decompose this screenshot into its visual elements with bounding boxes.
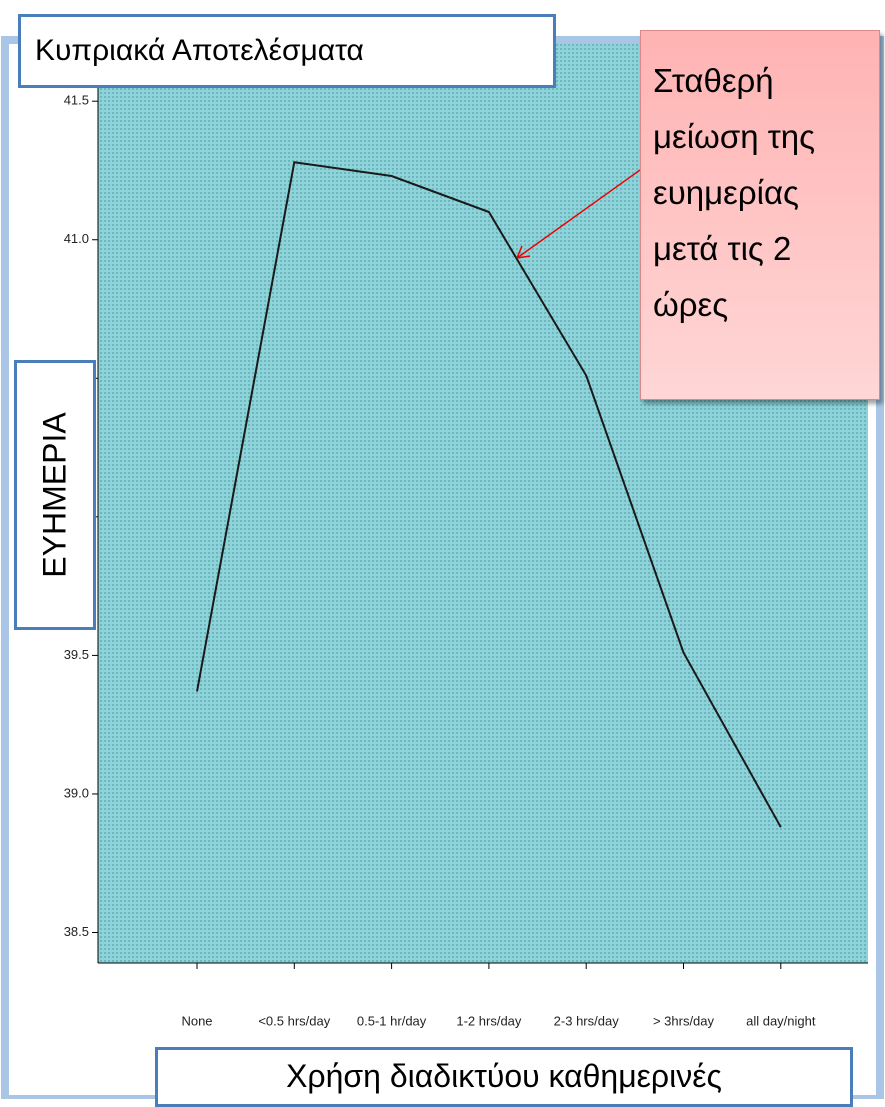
y-tick-label: 41.5 [64,93,89,108]
x-tick-label: > 3hrs/day [653,1013,715,1028]
annotation: Σταθερή μείωση της ευημερίας μετά τις 2 … [640,30,880,400]
y-label: ΕΥΗΜΕΡΙΑ [37,412,74,577]
y-tick-label: 39.0 [64,785,89,800]
x-tick-label: 1-2 hrs/day [456,1013,522,1028]
x-tick-label: 2-3 hrs/day [554,1013,620,1028]
x-label: Χρήση διαδικτύου καθημερινές [155,1047,853,1107]
x-tick-label: None [181,1013,212,1028]
y-tick-label: 39.5 [64,647,89,662]
y-label-box: ΕΥΗΜΕΡΙΑ [14,360,96,630]
page: 38.539.039.540.040.541.041.5None<0.5 hrs… [0,0,885,1099]
title: Κυπριακά Αποτελέσματα [18,14,556,88]
y-tick-label: 41.0 [64,231,89,246]
x-tick-label: <0.5 hrs/day [258,1013,330,1028]
y-tick-label: 38.5 [64,924,89,939]
x-tick-label: 0.5-1 hr/day [357,1013,427,1028]
x-tick-label: all day/night [746,1013,816,1028]
